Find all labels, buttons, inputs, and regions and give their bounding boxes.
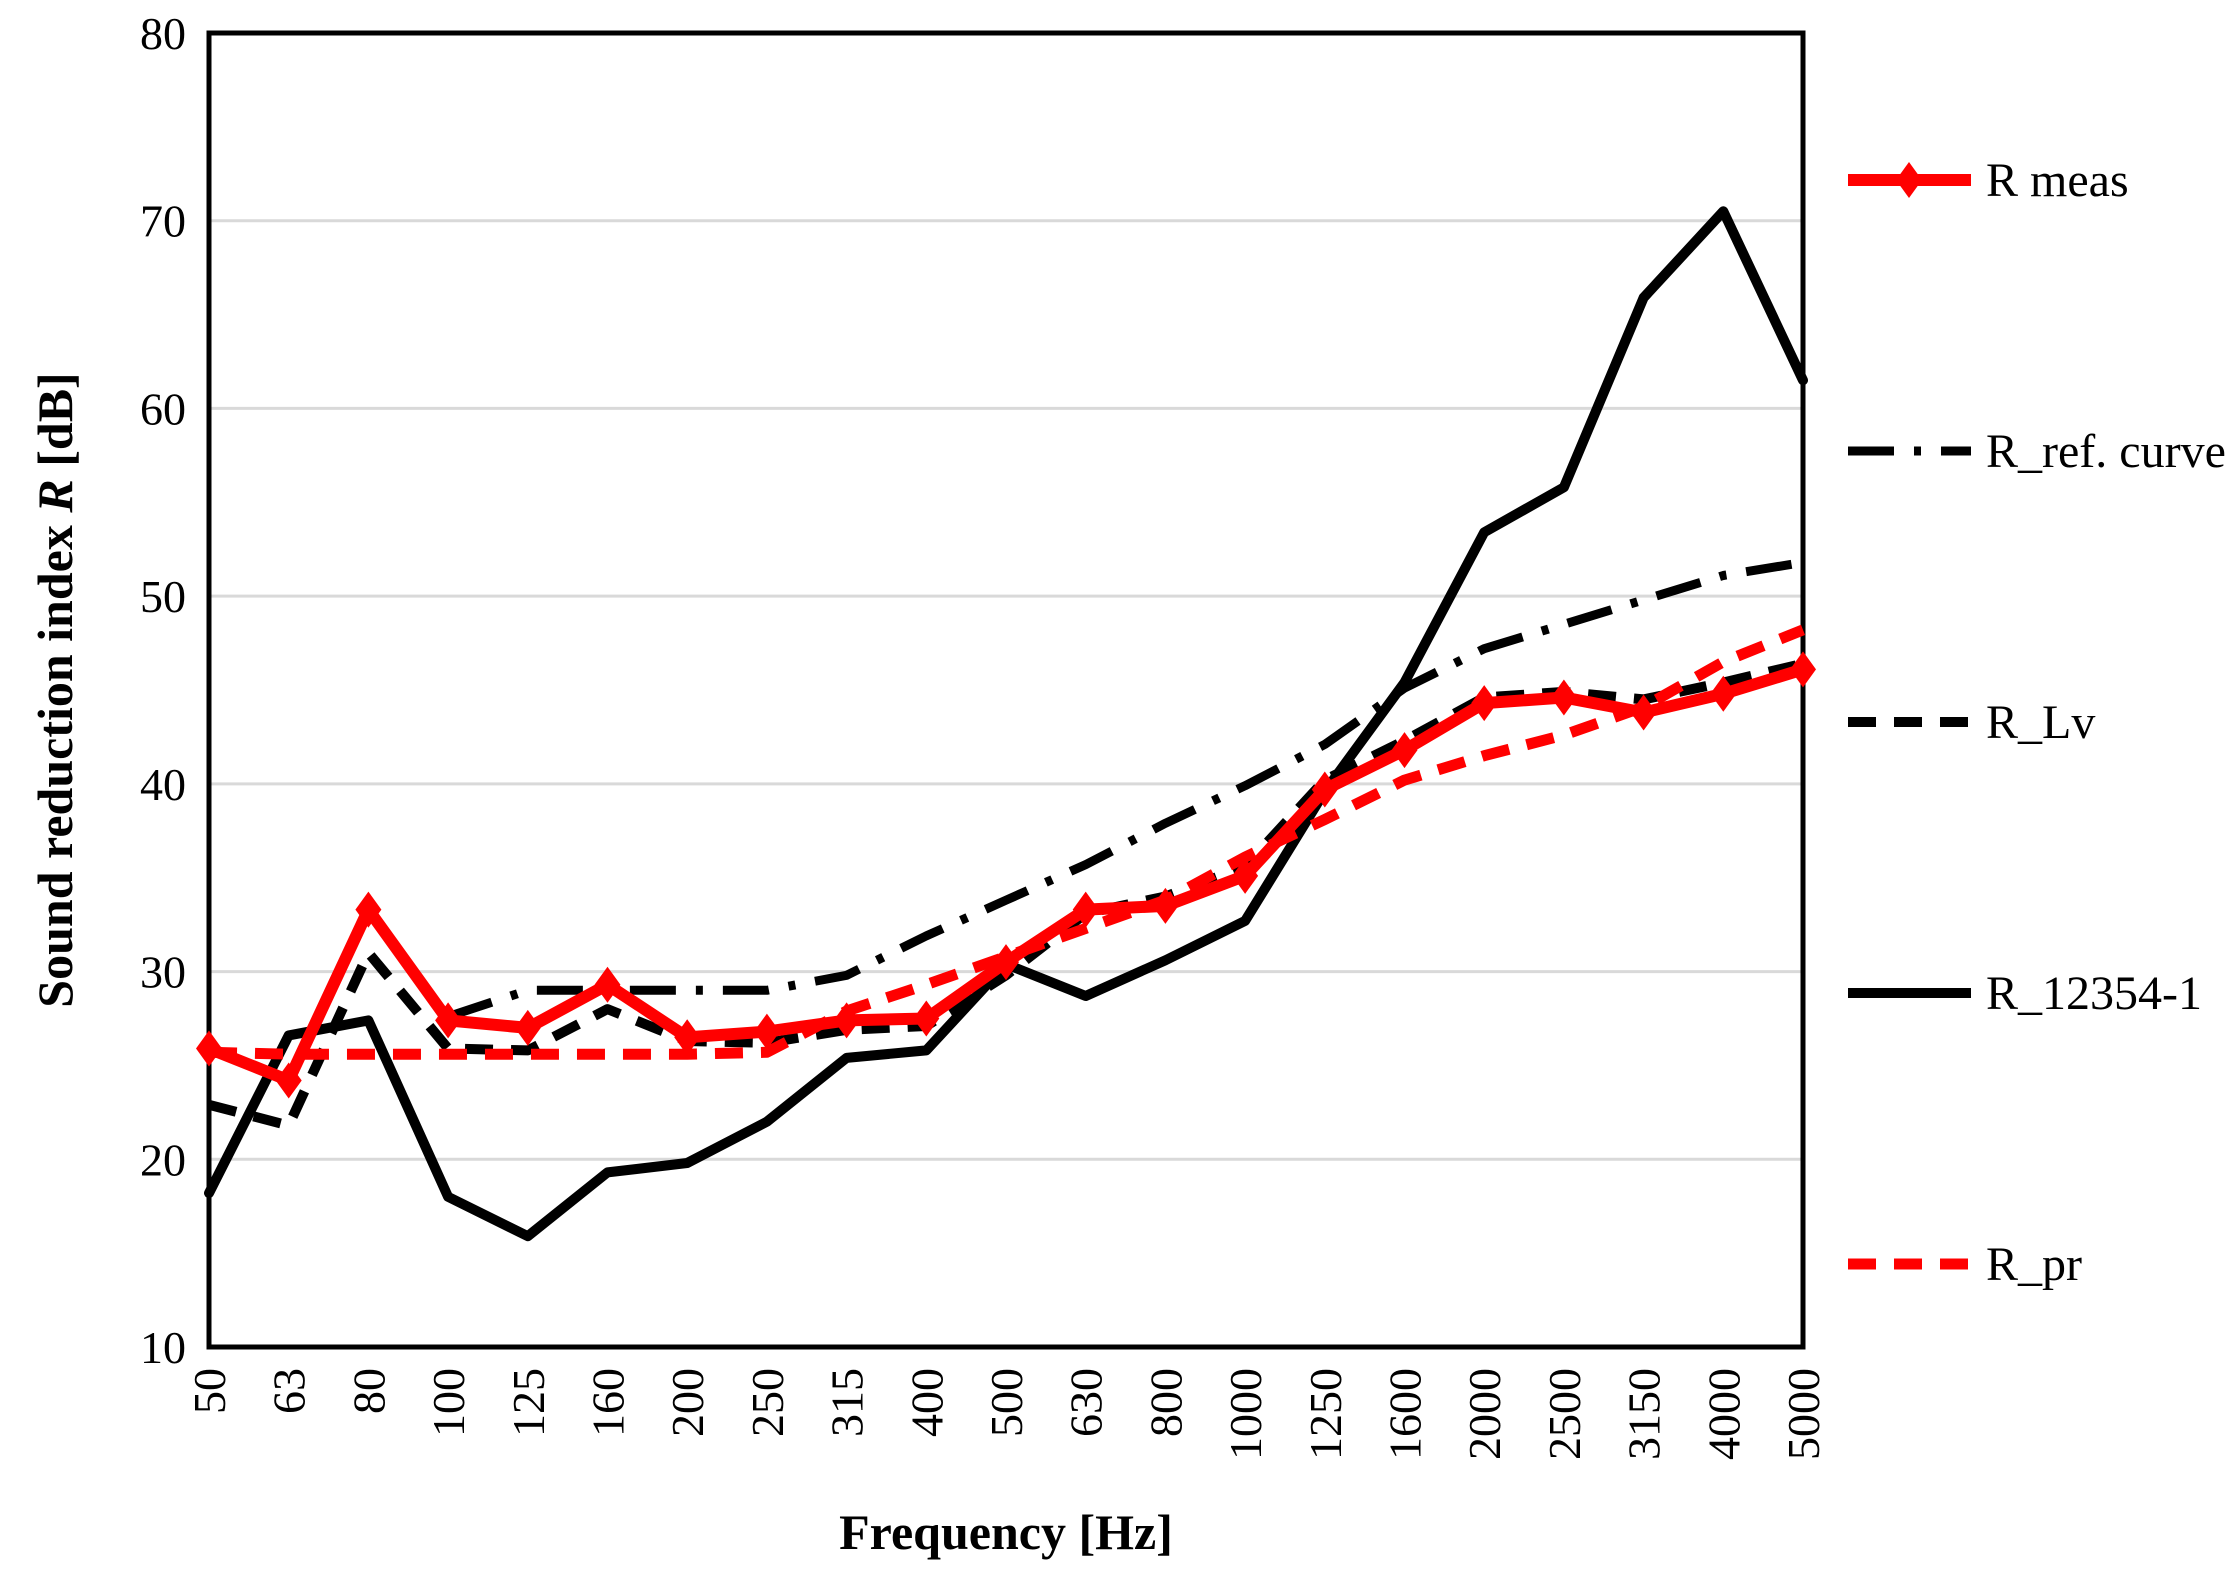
diamond-marker bbox=[1550, 679, 1577, 716]
y-tick-label: 50 bbox=[140, 571, 186, 622]
diamond-marker bbox=[275, 1062, 302, 1099]
diamond-marker bbox=[196, 1030, 222, 1067]
diamond-marker bbox=[913, 1000, 940, 1037]
x-tick-label: 4000 bbox=[1698, 1368, 1749, 1460]
series-line bbox=[446, 557, 1804, 1021]
x-tick-label: 500 bbox=[981, 1368, 1032, 1437]
legend-item-r-12354-1: R_12354-1 bbox=[1846, 967, 2202, 1020]
y-tick-label: 80 bbox=[140, 8, 186, 59]
diamond-marker bbox=[1072, 891, 1099, 928]
diamond-marker bbox=[1710, 675, 1737, 712]
x-tick-label: 50 bbox=[184, 1368, 235, 1414]
series-r-ref-curve bbox=[446, 557, 1804, 1021]
diamond-marker bbox=[1391, 732, 1418, 769]
x-tick-labels: 50 63 80 100 125 160 200 250 315 400 500 630 800 1000… bbox=[184, 1368, 1829, 1460]
diamond-marker bbox=[355, 891, 382, 928]
series-r-pr bbox=[208, 624, 1806, 1060]
gridlines bbox=[209, 219, 1803, 1161]
diamond-marker bbox=[993, 944, 1019, 981]
diamond-marker bbox=[514, 1009, 541, 1046]
x-tick-label: 1000 bbox=[1220, 1368, 1271, 1460]
legend-label: R_ref. curve bbox=[1986, 424, 2226, 478]
x-tick-label: 2000 bbox=[1459, 1368, 1510, 1460]
series-r-meas bbox=[196, 651, 1816, 1099]
plot-border bbox=[206, 30, 1806, 1350]
diamond-marker bbox=[594, 966, 621, 1003]
legend: R meas R_ref. curve R_Lv R_12354-1 R_pr bbox=[1846, 0, 2234, 1584]
y-axis-title-suffix: [dB] bbox=[27, 372, 83, 480]
diamond-marker bbox=[435, 1002, 462, 1039]
y-axis-title-symbol: R bbox=[27, 479, 83, 513]
legend-label: R_Lv bbox=[1986, 695, 2096, 749]
x-tick-label: 3150 bbox=[1619, 1368, 1670, 1460]
x-tick-label: 2500 bbox=[1539, 1368, 1590, 1460]
legend-sample-r-lv bbox=[1848, 717, 1971, 727]
x-tick-label: 63 bbox=[264, 1368, 315, 1414]
series-r-12354-1 bbox=[204, 206, 1808, 1242]
series-line bbox=[208, 624, 1806, 1060]
y-axis-title: Sound reduction index R [dB] bbox=[26, 372, 84, 1007]
legend-sample-diamond-marker bbox=[1896, 162, 1922, 198]
y-tick-label: 60 bbox=[140, 383, 186, 434]
x-tick-label: 200 bbox=[662, 1368, 713, 1437]
legend-sample-r-meas bbox=[1848, 162, 1971, 198]
x-tick-label: 630 bbox=[1061, 1368, 1112, 1437]
legend-label: R meas bbox=[1986, 153, 2129, 207]
y-tick-labels: 10 20 30 40 50 60 70 80 bbox=[140, 8, 186, 1373]
legend-label: R_12354-1 bbox=[1986, 966, 2202, 1020]
y-tick-label: 40 bbox=[140, 759, 186, 810]
diamond-marker bbox=[1471, 685, 1498, 722]
diamond-marker bbox=[1152, 887, 1179, 924]
y-axis-title-prefix: Sound reduction index bbox=[27, 512, 83, 1008]
diamond-marker bbox=[753, 1013, 780, 1050]
x-tick-label: 1600 bbox=[1380, 1368, 1431, 1460]
legend-sample-r-pr bbox=[1848, 1258, 1971, 1270]
legend-label: R_pr bbox=[1986, 1237, 2082, 1291]
y-tick-label: 30 bbox=[140, 947, 186, 998]
x-axis-title: Frequency [Hz] bbox=[839, 1504, 1173, 1560]
diamond-marker bbox=[1311, 771, 1338, 808]
x-tick-label: 5000 bbox=[1778, 1368, 1829, 1460]
legend-item-r-meas: R meas bbox=[1846, 154, 2129, 207]
x-tick-label: 800 bbox=[1140, 1368, 1191, 1437]
legend-sample-r-12354-1 bbox=[1848, 988, 1971, 998]
y-tick-label: 20 bbox=[140, 1134, 186, 1185]
diamond-marker bbox=[1790, 651, 1816, 688]
x-tick-label: 125 bbox=[503, 1368, 554, 1437]
diamond-marker bbox=[674, 1019, 701, 1056]
legend-item-r-pr: R_pr bbox=[1846, 1238, 2082, 1291]
diamond-marker bbox=[1232, 857, 1259, 894]
diamond-marker bbox=[1630, 694, 1657, 731]
x-tick-label: 250 bbox=[742, 1368, 793, 1437]
legend-item-r-ref-curve: R_ref. curve bbox=[1846, 425, 2226, 478]
diamond-marker bbox=[833, 1002, 860, 1039]
x-tick-label: 400 bbox=[901, 1368, 952, 1437]
legend-sample-r-ref-curve bbox=[1848, 446, 1971, 456]
y-tick-label: 10 bbox=[140, 1322, 186, 1373]
legend-item-r-lv: R_Lv bbox=[1846, 696, 2095, 749]
y-tick-label: 70 bbox=[140, 196, 186, 247]
x-tick-label: 1250 bbox=[1300, 1368, 1351, 1460]
x-tick-label: 80 bbox=[343, 1368, 394, 1414]
x-tick-label: 315 bbox=[822, 1368, 873, 1437]
x-tick-label: 100 bbox=[423, 1368, 474, 1437]
series-line bbox=[204, 206, 1808, 1242]
x-tick-label: 160 bbox=[583, 1368, 634, 1437]
